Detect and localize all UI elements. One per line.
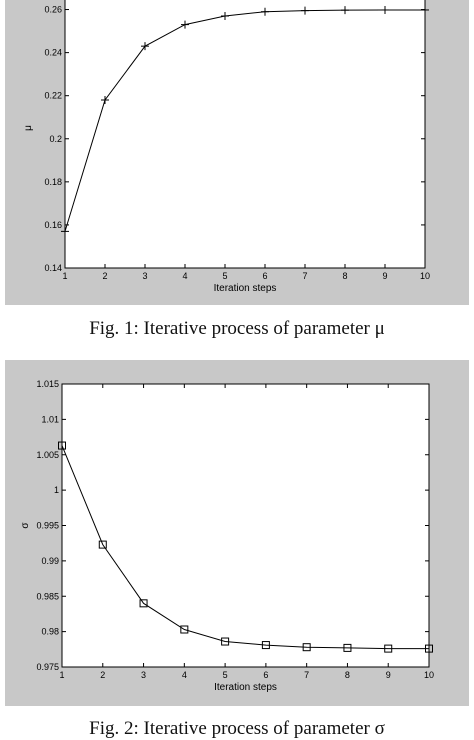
x-tick-label: 6	[263, 670, 268, 680]
x-tick-label: 3	[141, 670, 146, 680]
figure-2-caption: Fig. 2: Iterative process of parameter σ	[89, 718, 385, 739]
y-tick-label: 0.985	[36, 591, 59, 601]
data-point	[384, 644, 393, 653]
data-point	[302, 643, 311, 652]
y-tick-label: 0.22	[44, 91, 62, 101]
data-point	[180, 625, 189, 634]
x-tick-label: 7	[302, 271, 307, 281]
figure-2-panel: 1 2 3 4 5 6 7 8 9 10 0.975 0.98 0.985 0.99 0.995 1 1.005…	[5, 360, 469, 706]
y-tick-label: 0.26	[44, 5, 62, 15]
data-point	[58, 441, 66, 450]
y-tick-label: 1	[54, 485, 59, 495]
x-tick-label: 5	[223, 670, 228, 680]
x-tick-label: 2	[100, 670, 105, 680]
data-point	[61, 227, 69, 236]
x-tick-label: 5	[222, 271, 227, 281]
y-tick-label: 1.005	[36, 450, 59, 460]
x-tick-label: 3	[142, 271, 147, 281]
data-point	[301, 6, 309, 15]
x-axis-label: Iteration steps	[214, 682, 277, 693]
x-tick-label: 6	[262, 271, 267, 281]
data-point	[425, 644, 433, 653]
x-axis-label: Iteration steps	[214, 283, 277, 294]
y-tick-label: 0.2	[49, 134, 62, 144]
figure-1-caption: Fig. 1: Iterative process of parameter μ	[89, 318, 385, 339]
series-line	[61, 445, 429, 650]
x-tick-label: 8	[345, 670, 350, 680]
data-point	[261, 7, 269, 16]
x-tick-label: 1	[59, 670, 64, 680]
series-line	[64, 9, 425, 232]
x-tick-label: 10	[420, 271, 430, 281]
y-tick-label: 1.015	[36, 379, 59, 389]
data-point	[381, 5, 389, 14]
y-tick-label: 0.24	[44, 48, 62, 58]
y-axis-label: σ	[20, 522, 31, 529]
data-point	[261, 641, 270, 650]
y-tick-label: 0.16	[44, 220, 62, 230]
figure-2-chart: 1 2 3 4 5 6 7 8 9 10 0.975 0.98 0.985 0.99 0.995 1 1.005…	[20, 379, 434, 693]
data-point	[341, 6, 349, 15]
y-tick-label: 0.18	[44, 177, 62, 187]
plot-area	[61, 383, 430, 668]
data-point	[139, 599, 148, 608]
data-point	[221, 637, 230, 646]
y-tick-label: 0.98	[41, 627, 59, 637]
figure-1-panel: 1 2 3 4 5 6 7 8 9 10 0.14 0.16 0.18 0.2 0.22 0.24 0.26 It…	[5, 0, 469, 305]
y-tick-label: 0.995	[36, 521, 59, 531]
figure-1-chart: 1 2 3 4 5 6 7 8 9 10 0.14 0.16 0.18 0.2 0.22 0.24 0.26 It…	[23, 0, 430, 294]
data-point	[101, 96, 109, 104]
y-tick-label: 1.01	[41, 414, 59, 424]
y-tick-label: 0.14	[44, 263, 62, 273]
x-tick-label: 4	[182, 271, 187, 281]
x-tick-label: 2	[102, 271, 107, 281]
data-point	[421, 5, 429, 14]
x-tick-label: 9	[382, 271, 387, 281]
plot-area	[64, 0, 426, 269]
y-tick-label: 0.975	[36, 662, 59, 672]
data-point	[221, 12, 229, 20]
data-point	[141, 42, 149, 51]
x-tick-label: 4	[182, 670, 187, 680]
data-point	[343, 643, 352, 652]
x-tick-label: 10	[424, 670, 434, 680]
data-point	[98, 540, 107, 549]
data-point	[181, 20, 189, 29]
x-tick-label: 7	[304, 670, 309, 680]
x-tick-label: 9	[386, 670, 391, 680]
y-tick-label: 0.99	[41, 556, 59, 566]
y-axis-label: μ	[23, 125, 34, 131]
x-tick-label: 1	[62, 271, 67, 281]
x-tick-label: 8	[342, 271, 347, 281]
